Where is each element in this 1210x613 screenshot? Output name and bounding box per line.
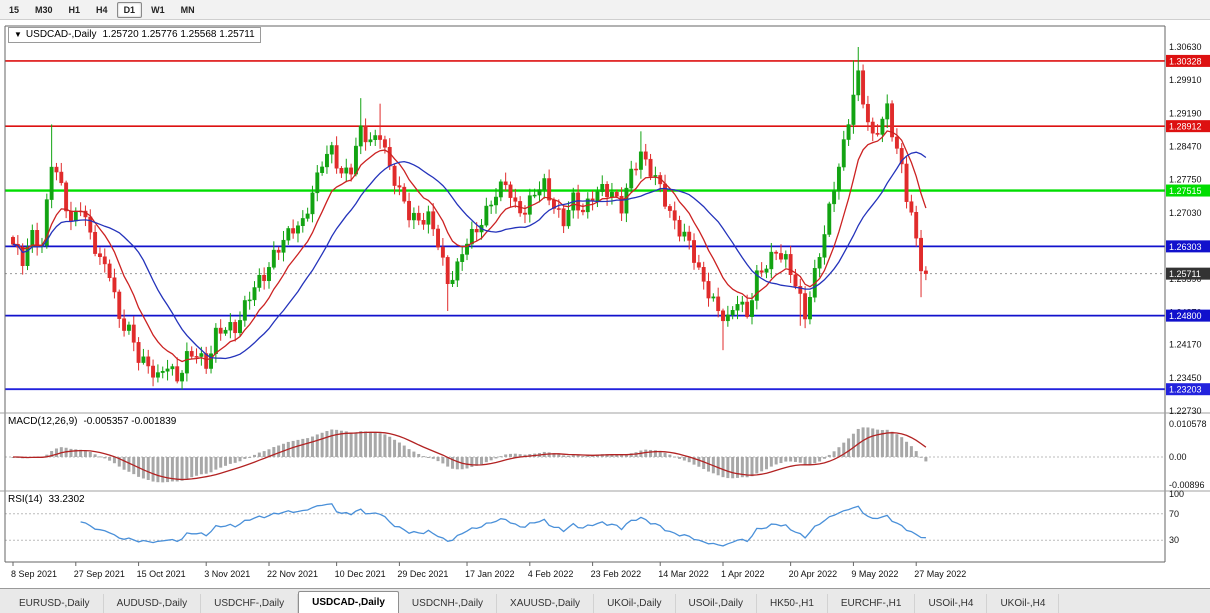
macd-axis-label: 0.010578 <box>1169 419 1207 429</box>
timeframe-button-d1[interactable]: D1 <box>116 1 143 18</box>
rsi-axis-label: 70 <box>1169 509 1179 519</box>
chart-tab-usdcnh-daily[interactable]: USDCNH-,Daily <box>399 594 498 613</box>
collapse-triangle-icon[interactable]: ▼ <box>14 30 22 39</box>
price-axis-label: 1.29190 <box>1169 108 1202 118</box>
date-label: 22 Nov 2021 <box>267 569 318 579</box>
symbol-name: USDCAD-,Daily <box>25 29 97 40</box>
svg-text:1.24800: 1.24800 <box>1169 311 1202 321</box>
date-label: 20 Apr 2022 <box>789 569 838 579</box>
date-label: 9 May 2022 <box>851 569 898 579</box>
macd-indicator-values: -0.005357 -0.001839 <box>83 416 177 427</box>
chart-tab-eurchf-h1[interactable]: EURCHF-,H1 <box>828 594 916 613</box>
ma-fast-line <box>12 130 927 363</box>
date-label: 3 Nov 2021 <box>204 569 250 579</box>
date-label: 27 May 2022 <box>914 569 966 579</box>
level-price-badge: 1.30328 <box>1166 54 1210 67</box>
macd-histogram <box>11 427 928 483</box>
timeframe-button-mn[interactable]: MN <box>180 4 195 15</box>
chart-tab-audusd-daily[interactable]: AUDUSD-,Daily <box>104 594 202 613</box>
chart-tab-usoil-h4[interactable]: USOil-,H4 <box>915 594 988 613</box>
timeframe-button-15[interactable]: 15 <box>9 4 20 15</box>
macd-label: MACD(12,26,9) -0.005357 -0.001839 <box>8 416 176 427</box>
rsi-line <box>80 503 926 547</box>
price-axis-label: 1.27030 <box>1169 208 1202 218</box>
price-axis[interactable] <box>1166 26 1210 562</box>
timeframe-toolbar: 15 M30 H1 H4 D1 W1 MN <box>0 0 1210 20</box>
ma-slow-line <box>12 151 927 360</box>
date-label: 17 Jan 2022 <box>465 569 515 579</box>
rsi-axis-label: 100 <box>1169 489 1184 499</box>
macd-signal-line <box>13 431 927 481</box>
candles <box>11 47 928 390</box>
date-axis-labels: 8 Sep 2021 27 Sep 2021 15 Oct 2021 3 Nov 20… <box>11 562 966 579</box>
date-label: 10 Dec 2021 <box>335 569 386 579</box>
level-price-badge: 1.24800 <box>1166 309 1210 322</box>
chart-symbol-label: ▼ USDCAD-,Daily 1.25720 1.25776 1.25568 1.… <box>8 27 261 43</box>
svg-text:1.25711: 1.25711 <box>1169 269 1201 279</box>
rsi-indicator-name: RSI(14) <box>8 494 43 505</box>
macd-axis-label: 0.00 <box>1169 452 1187 462</box>
macd-axis-label: -0.00896 <box>1169 480 1205 490</box>
price-axis-label: 1.22730 <box>1169 406 1202 416</box>
date-label: 23 Feb 2022 <box>591 569 642 579</box>
chart-tab-hk50-h1[interactable]: HK50-,H1 <box>757 594 828 613</box>
svg-text:1.30328: 1.30328 <box>1169 56 1202 66</box>
level-price-badge: 1.26303 <box>1166 240 1210 253</box>
chart-window: 1.30630 1.29910 1.29190 1.28470 1.27750 1.270… <box>0 21 1210 588</box>
timeframe-button-m30[interactable]: M30 <box>35 4 53 15</box>
chart-tab-eurusd-daily[interactable]: EURUSD-,Daily <box>6 594 104 613</box>
ohlc-values: 1.25720 1.25776 1.25568 1.25711 <box>102 29 255 40</box>
level-price-badge: 1.23203 <box>1166 383 1210 396</box>
rsi-indicator-value: 33.2302 <box>48 494 85 505</box>
chart-tab-usoil-daily[interactable]: USOil-,Daily <box>676 594 757 613</box>
date-label: 14 Mar 2022 <box>658 569 709 579</box>
chart-tab-ukoil-h4[interactable]: UKOil-,H4 <box>987 594 1060 613</box>
svg-text:1.26303: 1.26303 <box>1169 242 1202 252</box>
date-label: 15 Oct 2021 <box>137 569 186 579</box>
date-label: 4 Feb 2022 <box>528 569 574 579</box>
chart-tab-xauusd-daily[interactable]: XAUUSD-,Daily <box>497 594 595 613</box>
rsi-axis-label: 30 <box>1169 535 1179 545</box>
date-label: 1 Apr 2022 <box>721 569 765 579</box>
price-axis-label: 1.28470 <box>1169 142 1202 152</box>
price-axis-label: 1.24170 <box>1169 340 1202 350</box>
price-axis-label: 1.30630 <box>1169 42 1202 52</box>
level-price-badge: 1.27515 <box>1166 184 1210 197</box>
macd-indicator-name: MACD(12,26,9) <box>8 416 78 427</box>
chart-tab-ukoil-daily[interactable]: UKOil-,Daily <box>594 594 676 613</box>
time-axis[interactable] <box>5 563 1165 581</box>
price-axis-label: 1.29910 <box>1169 75 1202 85</box>
date-label: 8 Sep 2021 <box>11 569 57 579</box>
price-axis-label: 1.23450 <box>1169 373 1202 383</box>
chart-canvas[interactable]: 1.30630 1.29910 1.29190 1.28470 1.27750 1.270… <box>0 21 1210 588</box>
chart-tabbar: EURUSD-,Daily AUDUSD-,Daily USDCHF-,Daily U… <box>0 588 1210 613</box>
chart-tab-usdcad-daily[interactable]: USDCAD-,Daily <box>298 591 399 613</box>
level-price-badge: 1.28912 <box>1166 120 1210 133</box>
price-axis-label: 1.27750 <box>1169 175 1202 185</box>
horizontal-level-lines <box>5 60 1165 391</box>
date-label: 27 Sep 2021 <box>74 569 125 579</box>
chart-tab-usdchf-daily[interactable]: USDCHF-,Daily <box>201 594 299 613</box>
svg-text:1.23203: 1.23203 <box>1169 385 1202 395</box>
current-price-badge: 1.25711 <box>1166 267 1210 280</box>
rsi-label: RSI(14) 33.2302 <box>8 494 85 505</box>
timeframe-button-h4[interactable]: H4 <box>96 4 108 15</box>
svg-text:1.28912: 1.28912 <box>1169 122 1202 132</box>
timeframe-button-w1[interactable]: W1 <box>151 4 165 15</box>
timeframe-button-h1[interactable]: H1 <box>68 4 81 15</box>
date-label: 29 Dec 2021 <box>397 569 448 579</box>
svg-text:1.27515: 1.27515 <box>1169 186 1202 196</box>
